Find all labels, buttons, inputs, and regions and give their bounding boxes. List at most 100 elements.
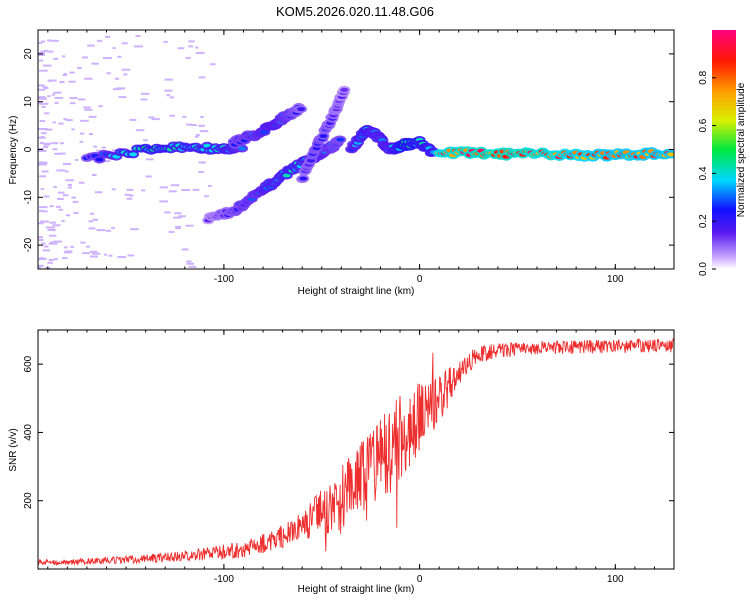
spectrogram-noise-cell [188,45,194,48]
spectrogram-noise-cell [86,245,90,248]
spectrogram-noise-cell [141,189,146,192]
spectrogram-noise-cell [63,251,72,254]
spectrogram-ytick-label: 10 [23,96,34,108]
spectrogram-noise-cell [48,234,57,237]
spectrogram-noise-cell [186,260,192,263]
spectrogram-noise-cell [63,72,67,75]
spectrogram-noise-cell [75,158,79,161]
spectrogram-noise-cell [43,49,49,52]
spectrogram-noise-cell [44,87,49,90]
spectrogram-noise-cell [78,181,85,184]
snr-xtick-label: 0 [417,574,423,585]
spectrogram-noise-cell [134,45,143,48]
colorbar-gradient [712,30,736,269]
colorbar-tick-label: 0.8 [698,70,709,84]
spectrogram-noise-cell [38,239,44,242]
spectrogram-noise-cell [96,229,106,232]
spectrogram-noise-cell [81,252,91,255]
spectrogram-noise-cell [91,173,97,176]
spectrogram-noise-cell [38,149,47,152]
spectrogram-noise-cell [41,105,46,108]
figure-title: KOM5.2026.020.11.48.G06 [276,4,434,19]
spectrogram-noise-cell [159,200,168,203]
spectrogram-noise-cell [38,52,46,55]
spectrogram-noise-cell [53,185,57,188]
spectrogram-trace-main-dc [95,157,104,162]
spectrogram-noise-cell [58,208,64,211]
snr-ytick-label: 400 [23,424,34,441]
spectrogram-noise-cell [53,91,62,94]
spectrogram-noise-cell [47,95,51,98]
spectrogram-noise-cell [79,132,85,135]
spectrogram-noise-cell [94,191,103,194]
spectrogram-noise-cell [45,226,55,229]
spectrogram-noise-cell [43,195,50,198]
spectrogram-noise-cell [38,257,44,260]
spectrogram-noise-cell [40,135,44,138]
colorbar-label: Normalized spectral amplitude [736,82,747,217]
spectrogram-noise-cell [41,132,47,135]
spectrogram-noise-cell [164,78,173,81]
spectrogram-noise-cell [39,69,48,72]
spectrogram-xtick-label: -100 [214,274,234,285]
spectrogram-noise-cell [71,128,75,131]
spectrogram-noise-cell [62,257,68,260]
spectrogram-noise-cell [83,106,91,109]
spectrogram-noise-cell [71,196,77,199]
spectrogram-noise-cell [62,55,66,58]
spectrogram-noise-cell [209,63,216,66]
spectrogram-noise-cell [198,161,206,164]
spectrogram-noise-cell [148,116,155,119]
spectrogram-noise-cell [61,220,65,223]
spectrogram-xticks: -100 0 100 [47,30,675,285]
spectrogram-noise-cell [166,94,171,97]
snr-xtick-label: 100 [607,574,624,585]
spectrogram-noise-cell [49,221,57,224]
spectrogram-noise-cell [168,230,175,233]
spectrogram-noise-cell [65,179,75,182]
spectrogram-noise-cell [101,146,106,149]
spectrogram-noise-cell [96,149,102,152]
spectrogram-noise-cell [130,228,139,231]
spectrogram-noise-cell [54,101,59,104]
spectrogram-noise-cell [92,252,101,255]
spectrogram-noise-cell [38,84,45,87]
colorbar-tick-label: 0.0 [698,262,709,276]
spectrogram-noise-cell [38,163,47,166]
spectrogram-noise-cell [79,140,84,143]
spectrogram-noise-cell [91,62,99,65]
spectrogram-noise-cell [178,215,186,218]
spectrogram-ytick-label: 20 [23,48,34,60]
spectrogram-noise-cell [177,47,185,50]
spectrogram-noise-cell [46,50,54,53]
spectrogram-noise-cell [194,135,199,138]
spectrogram-trace-rising-lower [336,137,345,142]
spectrogram-noise-cell [40,96,45,99]
spectrogram-noise-cell [126,197,133,200]
colorbar-tick-label: 0.2 [698,214,709,228]
spectrogram-noise-cell [39,206,48,209]
spectrogram-noise-cell [135,35,141,38]
snr-ytick-label: 600 [23,355,34,372]
spectrogram-xlabel: Height of straight line (km) [298,286,415,297]
spectrogram-noise-cell [121,42,128,45]
snr-ylabel: SNR (v/v) [8,428,19,471]
spectrogram-noise-cell [208,184,212,187]
spectrogram-noise-cell [90,250,98,253]
spectrogram-noise-cell [63,118,68,121]
spectrogram-noise-cell [117,256,127,259]
spectrogram-noise-cell [105,229,111,232]
spectrogram-noise-cell [204,195,209,198]
spectrogram-noise-cell [181,188,191,191]
spectrogram-noise-cell [53,240,63,243]
spectrogram-noise-cell [50,39,59,42]
spectrogram-noise-cell [43,145,49,148]
spectrogram-noise-cell [52,121,56,124]
spectrogram-noise-cell [54,152,62,155]
spectrogram-noise-cell [92,218,99,221]
spectrogram-noise-cell [73,211,79,214]
spectrogram-noise-cell [63,163,72,166]
spectrogram-noise-cell [38,41,43,44]
spectrogram-noise-cell [169,114,176,117]
